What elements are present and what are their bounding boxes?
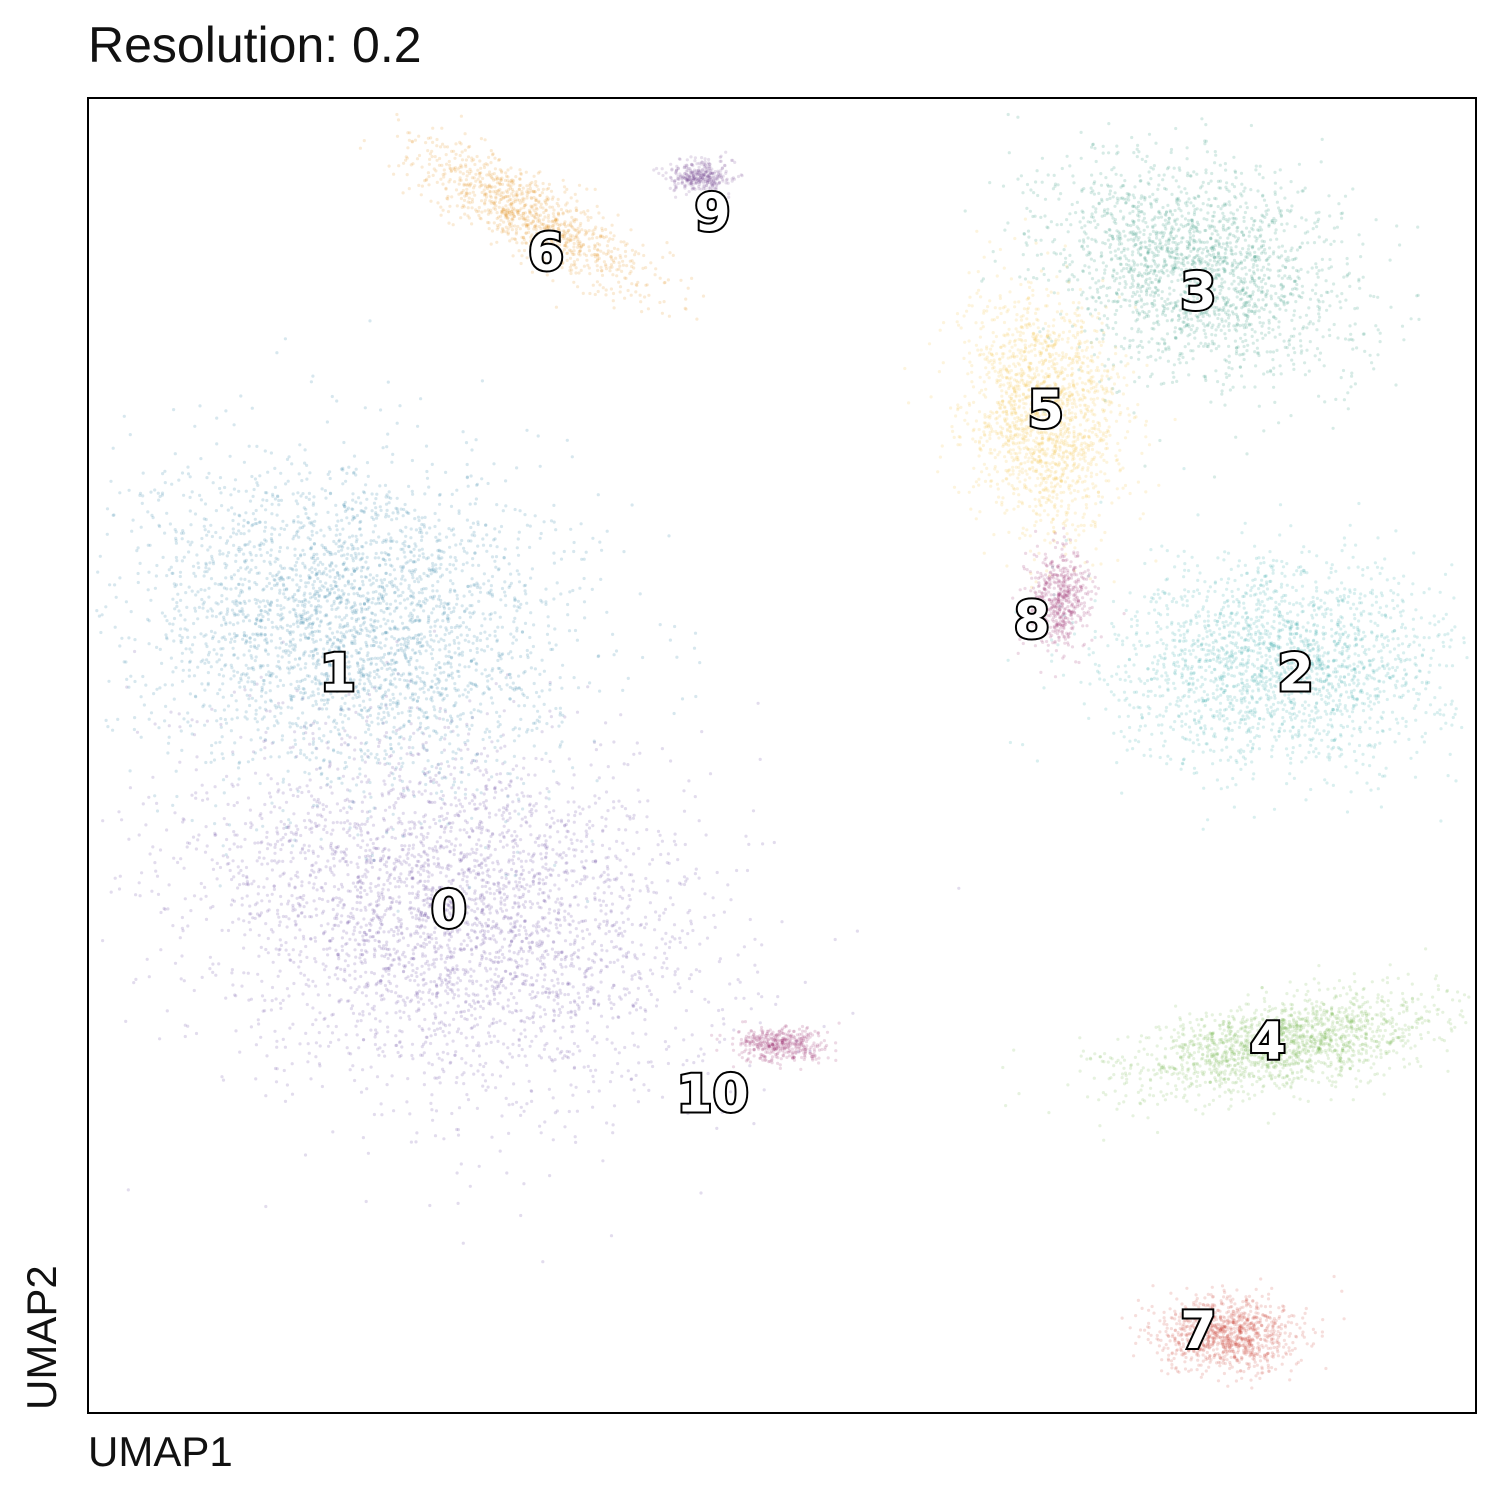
cluster-7-points xyxy=(1120,1274,1346,1390)
cluster-label-0: 0 xyxy=(431,880,467,940)
cluster-8-points xyxy=(1011,526,1126,679)
cluster-label-3: 3 xyxy=(1180,262,1216,322)
cluster-6-points xyxy=(358,112,706,321)
cluster-9-points xyxy=(652,150,744,204)
cluster-5-points xyxy=(903,217,1177,590)
plot-frame xyxy=(87,97,1477,1414)
cluster-labels-layer: 0 1 2 3 4 5 6 7 8 9 10 xyxy=(318,181,1316,1363)
cluster-2-points xyxy=(1006,467,1469,831)
cluster-label-5: 5 xyxy=(1028,381,1064,441)
points-layer xyxy=(95,112,1471,1390)
cluster-10-points xyxy=(710,1020,841,1071)
cluster-label-9: 9 xyxy=(695,183,731,243)
cluster-label-8: 8 xyxy=(1014,591,1050,651)
cluster-label-1: 1 xyxy=(320,644,356,704)
cluster-label-7: 7 xyxy=(1180,1301,1216,1361)
chart-title: Resolution: 0.2 xyxy=(88,17,422,73)
cluster-4-points xyxy=(1001,947,1471,1142)
cluster-1-points xyxy=(95,319,702,913)
cluster-0-points xyxy=(101,629,961,1264)
cluster-label-2: 2 xyxy=(1278,644,1314,704)
cluster-label-10: 10 xyxy=(676,1064,748,1124)
cluster-label-6: 6 xyxy=(528,223,564,283)
cluster-label-4: 4 xyxy=(1250,1012,1286,1072)
y-axis-label: UMAP2 xyxy=(18,1265,65,1410)
x-axis-label: UMAP1 xyxy=(88,1428,233,1475)
cluster-3-points xyxy=(963,112,1421,479)
